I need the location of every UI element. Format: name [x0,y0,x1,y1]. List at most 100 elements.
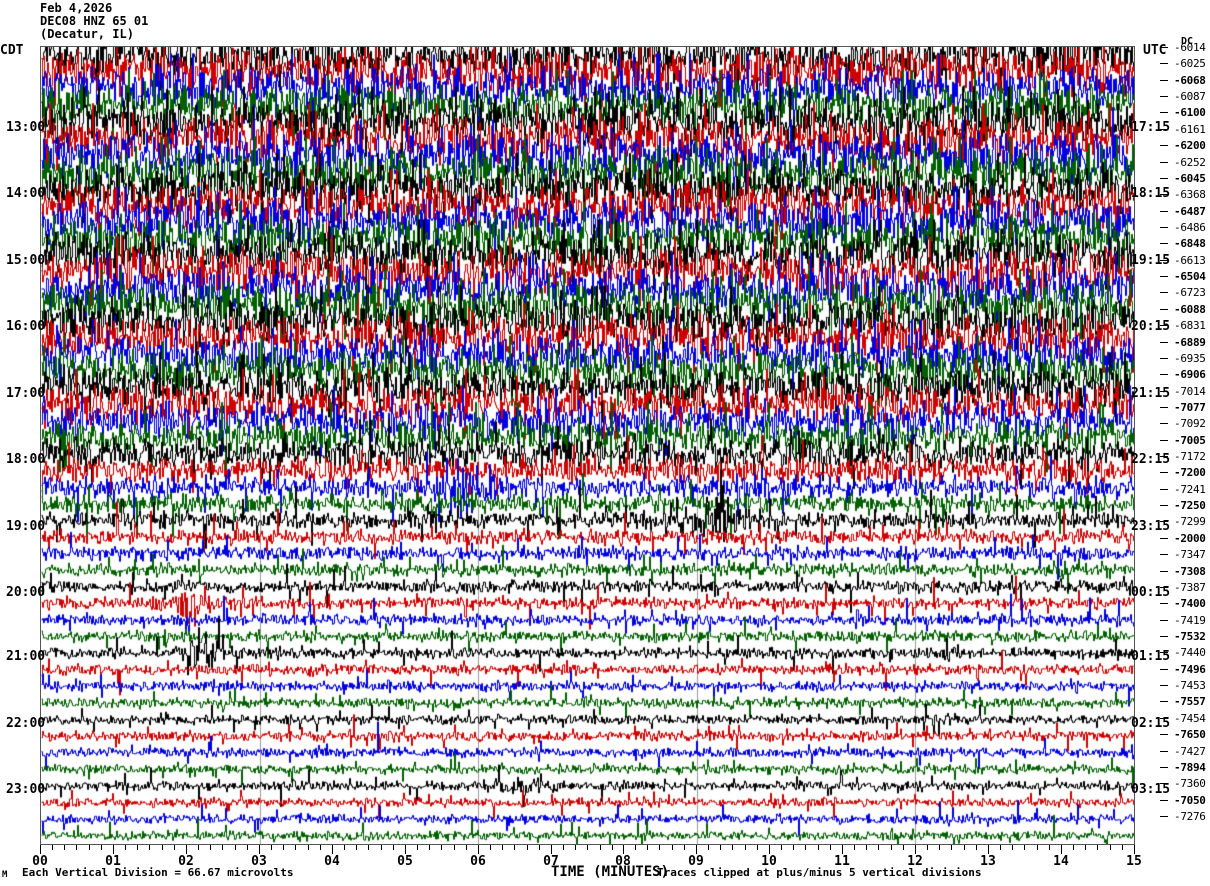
dc-value: -6486 [1174,220,1206,234]
right-time-label: 18:15 [1131,186,1171,201]
x-tick-minor [939,845,940,850]
dc-tick [1160,210,1168,212]
x-tick-major [186,845,187,854]
dc-tick [1160,341,1168,343]
x-tick-minor [1122,845,1123,850]
x-tick-major [113,845,114,854]
dc-value: -7172 [1174,450,1206,464]
dc-tick [1160,472,1168,474]
dc-value: -7360 [1174,777,1206,791]
dc-tick [1160,619,1168,621]
trace-canvas[interactable] [41,47,1134,844]
x-tick-label: 06 [470,854,486,869]
dc-value: -7427 [1174,744,1206,758]
dc-column-header: DC [1181,36,1194,47]
x-tick-minor [381,845,382,850]
dc-tick [1160,243,1168,245]
dc-tick [1160,717,1168,719]
x-tick-minor [1097,845,1098,850]
x-tick-minor [101,845,102,850]
left-time-label: 21:00 [6,649,46,664]
dc-value: -6906 [1174,368,1206,382]
x-tick-minor [417,845,418,850]
x-tick-minor [429,845,430,850]
dc-value: -6368 [1174,188,1206,202]
dc-tick [1160,374,1168,376]
right-time-label: 22:15 [1131,452,1171,467]
dc-value: -7532 [1174,630,1206,644]
dc-tick [1160,79,1168,81]
dc-value: -2000 [1174,531,1206,545]
dc-tick [1160,636,1168,638]
x-tick-major [40,845,41,854]
x-tick-minor [89,845,90,850]
dc-value: -6025 [1174,57,1206,71]
x-tick-minor [198,845,199,850]
x-tick-label: 00 [32,854,48,869]
dc-value: -7299 [1174,515,1206,529]
x-tick-major [623,845,624,854]
x-tick-minor [575,845,576,850]
x-tick-minor [1012,845,1013,850]
x-tick-minor [76,845,77,850]
helicorder-plot[interactable] [40,46,1135,845]
x-tick-minor [393,845,394,850]
dc-value: -7894 [1174,760,1206,774]
x-tick-minor [356,845,357,850]
left-time-label: 20:00 [6,585,46,600]
dc-value: -6014 [1174,41,1206,54]
x-tick-minor [659,845,660,850]
x-tick-label: 12 [907,854,923,869]
x-tick-label: 04 [324,854,340,869]
left-time-label: 22:00 [6,716,46,731]
x-tick-minor [454,845,455,850]
dc-tick [1160,308,1168,310]
dc-value: -7454 [1174,711,1206,725]
x-tick-minor [320,845,321,850]
x-axis-label: TIME (MINUTES) [551,864,670,880]
x-tick-major [551,845,552,854]
right-time-label: 17:15 [1131,120,1171,135]
dc-tick [1160,177,1168,179]
x-tick-minor [587,845,588,850]
clip-note: Traces clipped at plus/minus 5 vertical … [657,866,982,879]
header-date: Feb 4,2026 [40,1,113,15]
x-tick-minor [539,845,540,850]
left-time-label: 13:00 [6,120,46,135]
dc-value: -6068 [1174,73,1206,87]
dc-value: -6848 [1174,237,1206,251]
dc-tick [1160,799,1168,801]
x-tick-minor [903,845,904,850]
dc-value: -7005 [1174,433,1206,447]
x-tick-minor [854,845,855,850]
x-tick-minor [684,845,685,850]
x-tick-minor [235,845,236,850]
dc-tick [1160,734,1168,736]
dc-tick [1160,112,1168,114]
x-tick-minor [1073,845,1074,850]
left-time-label: 18:00 [6,452,46,467]
x-tick-major [915,845,916,854]
x-tick-minor [612,845,613,850]
station-header: Feb 4,2026 DEC08 HNZ 65 01 (Decatur, IL) [40,2,260,41]
x-tick-major [1061,845,1062,854]
x-tick-minor [745,845,746,850]
dc-value: -7387 [1174,580,1206,594]
x-tick-minor [64,845,65,850]
x-tick-minor [757,845,758,850]
dc-tick [1160,766,1168,768]
dc-value: -7200 [1174,466,1206,480]
x-tick-major [769,845,770,854]
x-tick-minor [247,845,248,850]
x-tick-minor [563,845,564,850]
header-location: (Decatur, IL) [40,27,134,41]
right-time-label: 01:15 [1131,649,1171,664]
x-tick-minor [793,845,794,850]
dc-tick [1160,603,1168,605]
x-tick-major [478,845,479,854]
x-tick-label: 05 [397,854,413,869]
dc-value: -7077 [1174,400,1206,414]
x-tick-label: 13 [980,854,996,869]
x-tick-minor [162,845,163,850]
corner-mark: M [2,870,8,880]
